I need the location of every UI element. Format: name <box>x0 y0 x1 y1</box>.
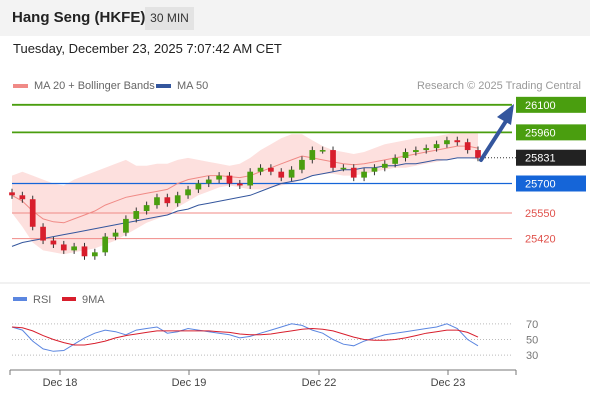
legend-label: MA 50 <box>177 80 209 92</box>
candle-body <box>19 195 26 200</box>
indicator-tick-label: 70 <box>526 319 538 331</box>
candle-body <box>112 232 119 237</box>
candle-body <box>195 183 202 190</box>
candle-body <box>133 211 140 219</box>
candle-body <box>247 171 254 186</box>
ma50-line <box>11 157 478 247</box>
candle-body <box>309 150 316 160</box>
candle-body <box>288 169 295 178</box>
candle-body <box>330 150 336 168</box>
bollinger-band-area <box>12 132 478 255</box>
candle-body <box>371 167 378 172</box>
candle-body <box>123 218 129 233</box>
candle-body <box>381 163 388 168</box>
candle-body <box>81 246 88 257</box>
indicator-legend-swatch <box>62 297 76 301</box>
x-axis-tick-label: Dec 18 <box>43 377 78 389</box>
candle-body <box>29 199 36 227</box>
forecast-arrow <box>479 116 510 162</box>
level-label-25420: 25420 <box>525 234 556 246</box>
candle-body <box>392 157 399 164</box>
chart-title: Hang Seng (HKFE) <box>12 9 146 26</box>
candle-body <box>475 150 481 158</box>
candle-body <box>299 159 305 170</box>
level-tag-25960 <box>516 124 586 141</box>
candle-body <box>205 179 212 184</box>
indicator-legend-label: RSI <box>33 294 51 306</box>
x-axis-tick-label: Dec 23 <box>431 377 466 389</box>
level-label-25550: 25550 <box>525 208 556 220</box>
candle-body <box>174 195 181 204</box>
candle-body <box>9 192 15 196</box>
timeframe-badge[interactable]: 30 MIN <box>145 7 194 30</box>
candle-body <box>226 175 233 184</box>
candle-body <box>423 148 430 151</box>
legend-label: MA 20 + Bollinger Bands <box>34 80 155 92</box>
level-label-26100: 26100 <box>525 100 556 112</box>
candle-body <box>268 167 274 172</box>
legend-item-ma50: MA 50 <box>156 80 208 92</box>
candle-body <box>60 244 67 251</box>
ma20-line <box>11 145 479 224</box>
current-price-tag <box>516 149 586 166</box>
x-axis-tick-label: Dec 22 <box>302 377 337 389</box>
candle-body <box>361 171 367 178</box>
candle-body <box>102 236 109 253</box>
candle-body <box>454 140 461 143</box>
legend-item-ma20: MA 20 + Bollinger Bands <box>13 80 155 92</box>
timestamp: Tuesday, December 23, 2025 7:07:42 AM CE… <box>13 41 282 56</box>
candle-body <box>164 197 171 204</box>
candle-body <box>257 167 264 172</box>
candle-body <box>433 144 440 149</box>
candle-body <box>464 142 471 151</box>
ma20-swatch <box>13 84 28 89</box>
level-label-25700: 25700 <box>525 179 556 191</box>
candle-body <box>402 152 409 158</box>
candle-body <box>350 167 357 178</box>
candle-body <box>154 197 160 206</box>
forecast-arrowhead <box>497 104 514 125</box>
candle-body <box>278 171 285 178</box>
current-price-label: 25831 <box>525 153 556 165</box>
level-label-25960: 25960 <box>525 127 556 139</box>
indicator-line-9ma <box>11 326 479 346</box>
level-tag-25700 <box>516 175 586 192</box>
candle-body <box>340 167 347 170</box>
ma50-swatch <box>156 84 171 89</box>
indicator-tick-label: 50 <box>526 335 538 347</box>
candle-body <box>236 183 243 186</box>
copyright: Research © 2025 Trading Central <box>416 80 581 92</box>
indicator-legend-label: 9MA <box>82 294 105 306</box>
header-bar <box>0 0 590 36</box>
candle-body <box>216 175 222 180</box>
candle-body <box>319 150 326 152</box>
indicator-tick-label: 30 <box>526 350 538 362</box>
candle-body <box>413 150 419 153</box>
level-tag-26100 <box>516 96 586 113</box>
candle-body <box>71 246 77 251</box>
candle-body <box>50 240 57 245</box>
candle-body <box>444 140 450 145</box>
candle-body <box>91 252 98 257</box>
indicator-line-rsi <box>11 323 479 352</box>
candle-body <box>143 205 150 212</box>
candle-body <box>185 189 191 196</box>
x-axis-tick-label: Dec 19 <box>172 377 207 389</box>
candle-body <box>40 226 46 241</box>
indicator-legend-swatch <box>13 297 27 301</box>
